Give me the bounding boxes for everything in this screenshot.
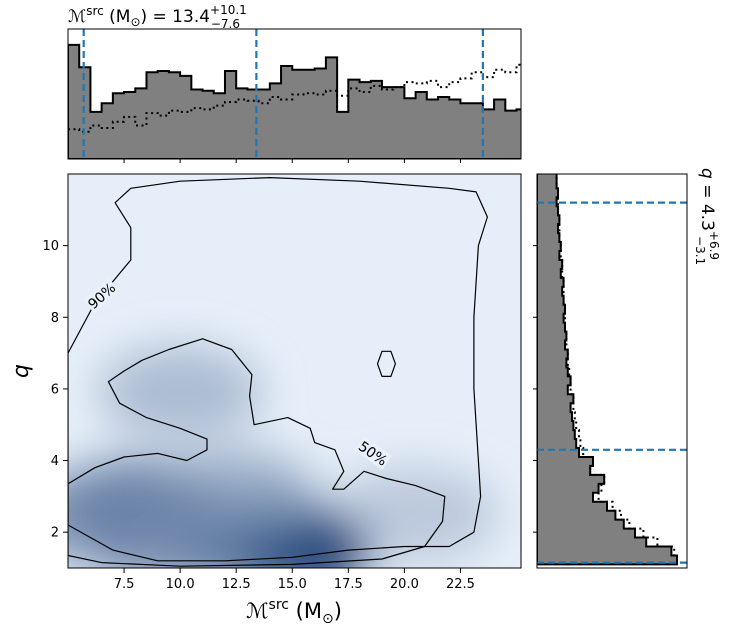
y-tick-label: 2 (51, 526, 59, 541)
y-tick-label: 6 (51, 382, 59, 397)
x-tick-label: 22.5 (446, 577, 475, 592)
joint-panel: 90%50% 7.5 10.0 12.5 15.0 17.5 20.0 22.5 24681… (9, 173, 522, 627)
density-peak-6 (332, 467, 499, 562)
top-marginal-title: ℳsrc (M⊙) = 13.4+10.1 −7.6 (68, 3, 247, 31)
contour-line-1 (68, 338, 446, 567)
density-heatmap (68, 174, 521, 568)
density-peak-5 (98, 345, 263, 440)
contour-line-0 (68, 177, 488, 562)
y-axis-ticks: 2 4 6 8 10 (42, 239, 68, 541)
top-marginal-panel: ℳsrc (M⊙) = 13.4+10.1 −7.6 (67, 3, 522, 163)
right-marginal-ticks (533, 245, 537, 533)
top-marginal-frame (67, 28, 522, 160)
contour-line-2 (376, 350, 396, 377)
contour-label-bg-1 (354, 436, 393, 470)
x-tick-label: 15.0 (278, 577, 307, 592)
right-marginal-frame (536, 173, 688, 569)
top-marginal-ticks (123, 159, 461, 163)
x-tick-label: 10.0 (166, 577, 195, 592)
density-peak-7 (89, 500, 249, 568)
y-tick-label: 8 (51, 311, 59, 326)
x-tick-label: 7.5 (114, 577, 135, 592)
contour-layer (68, 177, 488, 567)
right-hist-dotted (555, 174, 678, 565)
x-axis-ticks: 7.5 10.0 12.5 15.0 17.5 20.0 22.5 (114, 568, 475, 592)
contour-label-bg-0 (82, 277, 120, 314)
joint-panel-frame (67, 173, 522, 569)
right-hist-filled (537, 174, 678, 566)
top-marginal-histogram (68, 29, 521, 159)
top-hist-filled (68, 43, 521, 159)
right-marginal-histogram (537, 174, 687, 566)
y-axis-label: q (9, 364, 34, 378)
right-marginal-title: q = 4.3+6.9−3.1 (693, 168, 721, 265)
x-axis-label: ℳsrc (M⊙) (246, 597, 342, 627)
x-tick-label: 12.5 (222, 577, 251, 592)
x-tick-label: 20.0 (390, 577, 419, 592)
y-tick-label: 10 (42, 239, 59, 254)
x-tick-label: 17.5 (334, 577, 363, 592)
density-blobs (68, 345, 499, 568)
y-tick-label: 4 (51, 454, 59, 469)
right-marginal-panel: q = 4.3+6.9−3.1 (533, 168, 721, 569)
